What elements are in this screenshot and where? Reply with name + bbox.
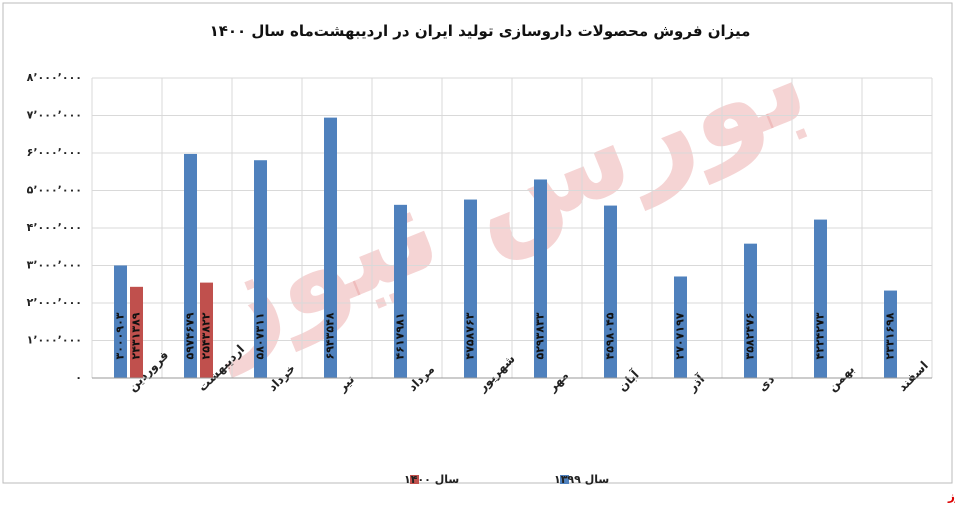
bar bbox=[394, 204, 407, 378]
value-label: ۵۸۰۷۳۱۱ bbox=[254, 313, 267, 360]
y-tick-label: ۲٬۰۰۰٬۰۰۰ bbox=[27, 296, 82, 309]
y-tick-label: ۶٬۰۰۰٬۰۰۰ bbox=[27, 146, 82, 159]
bar bbox=[814, 219, 827, 378]
value-label: ۲۷۰۷۱۹۷ bbox=[674, 312, 687, 359]
bar bbox=[464, 199, 477, 378]
value-label: ۳۵۸۲۴۷۶ bbox=[744, 313, 757, 360]
value-label: ۵۲۹۳۸۳۳ bbox=[534, 312, 547, 359]
y-tick-label: ۰ bbox=[75, 371, 82, 384]
legend-swatch bbox=[410, 475, 419, 484]
y-tick-label: ۵٬۰۰۰٬۰۰۰ bbox=[27, 184, 82, 197]
bar bbox=[254, 160, 267, 378]
chart-frame bbox=[2, 2, 953, 484]
source: بورس نیوز bbox=[947, 489, 955, 504]
legend-swatch bbox=[560, 475, 569, 484]
bar bbox=[534, 179, 547, 378]
value-label: ۴۲۲۴۲۷۳ bbox=[814, 312, 827, 359]
value-label: ۲۵۴۳۸۲۲ bbox=[200, 312, 213, 359]
legend-label: سال ۱۳۹۹ bbox=[554, 473, 609, 486]
value-label: ۳۰۰۰۹۰۳ bbox=[114, 312, 127, 359]
value-label: ۲۳۳۱۶۹۸ bbox=[884, 312, 897, 359]
bar bbox=[130, 286, 143, 378]
value-label: ۴۷۵۸۷۶۳ bbox=[464, 312, 477, 359]
value-label: ۴۶۱۷۹۸۱ bbox=[394, 313, 407, 360]
bar bbox=[604, 205, 617, 378]
bar bbox=[114, 265, 127, 378]
value-label: ۶۹۴۳۵۴۸ bbox=[324, 312, 337, 359]
y-tick-label: ۸٬۰۰۰٬۰۰۰ bbox=[27, 71, 82, 84]
y-tick-label: ۱٬۰۰۰٬۰۰۰ bbox=[27, 334, 82, 347]
bar bbox=[744, 243, 757, 378]
bar bbox=[200, 282, 213, 378]
value-label: ۴۵۹۸۰۴۵ bbox=[604, 312, 617, 359]
bar bbox=[324, 117, 337, 379]
bar bbox=[884, 290, 897, 378]
y-tick-label: ۳٬۰۰۰٬۰۰۰ bbox=[27, 259, 82, 272]
chart-title: میزان فروش محصولات داروسازی تولید ایران … bbox=[210, 22, 751, 40]
y-tick-label: ۴٬۰۰۰٬۰۰۰ bbox=[27, 221, 82, 234]
value-label: ۵۹۷۴۶۷۹ bbox=[184, 312, 197, 359]
bar bbox=[674, 276, 687, 378]
y-tick-label: ۷٬۰۰۰٬۰۰۰ bbox=[27, 109, 82, 122]
value-label: ۲۴۳۱۳۸۹ bbox=[130, 312, 143, 359]
legend-label: سال ۱۴۰۰ bbox=[404, 473, 459, 486]
bar bbox=[184, 153, 197, 378]
